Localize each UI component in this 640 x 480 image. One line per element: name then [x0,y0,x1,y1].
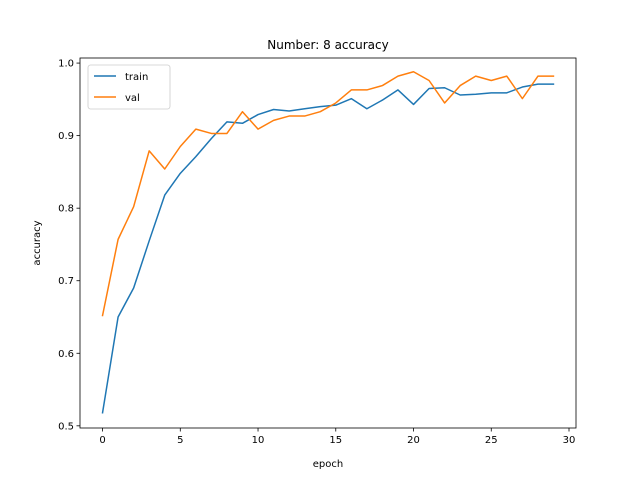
y-tick-label: 0.6 [58,349,74,360]
x-tick-label: 5 [177,435,183,446]
y-tick-label: 0.8 [58,204,74,215]
x-tick-label: 0 [99,435,105,446]
y-tick-label: 0.5 [58,421,74,432]
y-tick-label: 0.9 [58,131,74,142]
plot-frame [79,57,577,429]
series-line-val [101,71,555,317]
chart-title: Number: 8 accuracy [267,38,388,52]
series-line-train [101,83,555,414]
legend-label-val: val [125,93,140,104]
x-tick-label: 20 [407,435,420,446]
y-tick-label: 0.7 [58,276,74,287]
y-axis-label: accuracy [32,220,43,265]
legend: train val [87,64,171,110]
x-tick-label: 25 [485,435,498,446]
x-tick-label: 15 [329,435,342,446]
legend-label-train: train [125,72,148,83]
x-axis-label: epoch [313,459,343,470]
y-tick-label: 1.0 [58,59,74,70]
x-tick-label: 10 [252,435,265,446]
x-tick-label: 30 [563,435,576,446]
